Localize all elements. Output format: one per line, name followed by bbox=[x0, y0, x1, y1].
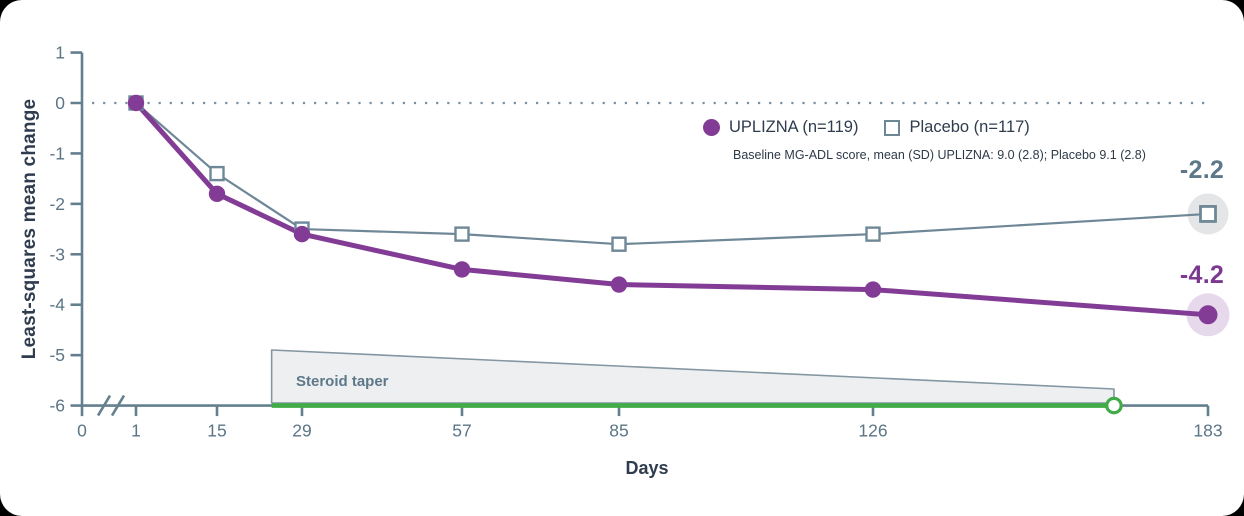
uplizna-marker-icon bbox=[703, 119, 720, 136]
y-tick-label: -2 bbox=[49, 194, 65, 214]
y-tick-label: -3 bbox=[49, 244, 65, 264]
legend-item-uplizna: UPLIZNA (n=119) bbox=[703, 118, 858, 137]
x-axis-title: Days bbox=[625, 458, 669, 478]
placebo-point bbox=[1199, 205, 1217, 223]
placebo-point bbox=[209, 165, 225, 182]
axis-break-icon bbox=[110, 394, 126, 417]
placebo-point bbox=[611, 236, 627, 252]
uplizna-line bbox=[133, 100, 1211, 318]
y-tick-label: -1 bbox=[49, 143, 65, 163]
steroid-taper-label: Steroid taper bbox=[296, 373, 389, 390]
y-tick-label: -6 bbox=[49, 396, 65, 416]
uplizna-point bbox=[453, 261, 471, 278]
axis-break-icon bbox=[96, 394, 112, 417]
x-tick-label: 0 bbox=[77, 421, 87, 441]
uplizna-point bbox=[208, 185, 226, 202]
y-tick-label: 1 bbox=[55, 43, 65, 63]
legend-label-uplizna: UPLIZNA (n=119) bbox=[729, 118, 859, 136]
placebo-point bbox=[454, 226, 470, 242]
uplizna-point bbox=[610, 276, 628, 293]
x-tick-label: 85 bbox=[609, 421, 628, 441]
uplizna-point bbox=[127, 94, 145, 112]
uplizna-point bbox=[293, 225, 311, 243]
steroid-taper-shape bbox=[270, 349, 1115, 404]
legend: UPLIZNA (n=119) Placebo (n=117) bbox=[703, 118, 1030, 137]
legend-item-placebo: Placebo (n=117) bbox=[884, 118, 1030, 137]
uplizna-end-value-label: -4.2 bbox=[1179, 261, 1225, 289]
x-tick-label: 126 bbox=[858, 421, 887, 441]
uplizna-point bbox=[1198, 305, 1218, 325]
placebo-end-value-label: -2.2 bbox=[1179, 156, 1225, 184]
y-axis-title: Least-squares mean change bbox=[19, 98, 40, 360]
x-tick-label: 1 bbox=[131, 421, 141, 441]
y-tick-label: -5 bbox=[49, 345, 65, 365]
legend-label-placebo: Placebo (n=117) bbox=[909, 118, 1030, 136]
taper-end-circle bbox=[1105, 396, 1123, 415]
x-tick-label: 183 bbox=[1193, 421, 1222, 441]
uplizna-point bbox=[864, 281, 882, 298]
y-tick-label: -4 bbox=[49, 295, 65, 315]
placebo-marker-icon bbox=[884, 119, 901, 136]
x-tick-label: 57 bbox=[452, 421, 471, 441]
y-tick-label: 0 bbox=[55, 93, 65, 113]
x-tick-label: 15 bbox=[207, 421, 226, 441]
baseline-note: Baseline MG-ADL score, mean (SD) UPLIZNA… bbox=[733, 148, 1146, 162]
x-tick-label: 29 bbox=[292, 421, 311, 441]
placebo-point bbox=[865, 226, 881, 242]
